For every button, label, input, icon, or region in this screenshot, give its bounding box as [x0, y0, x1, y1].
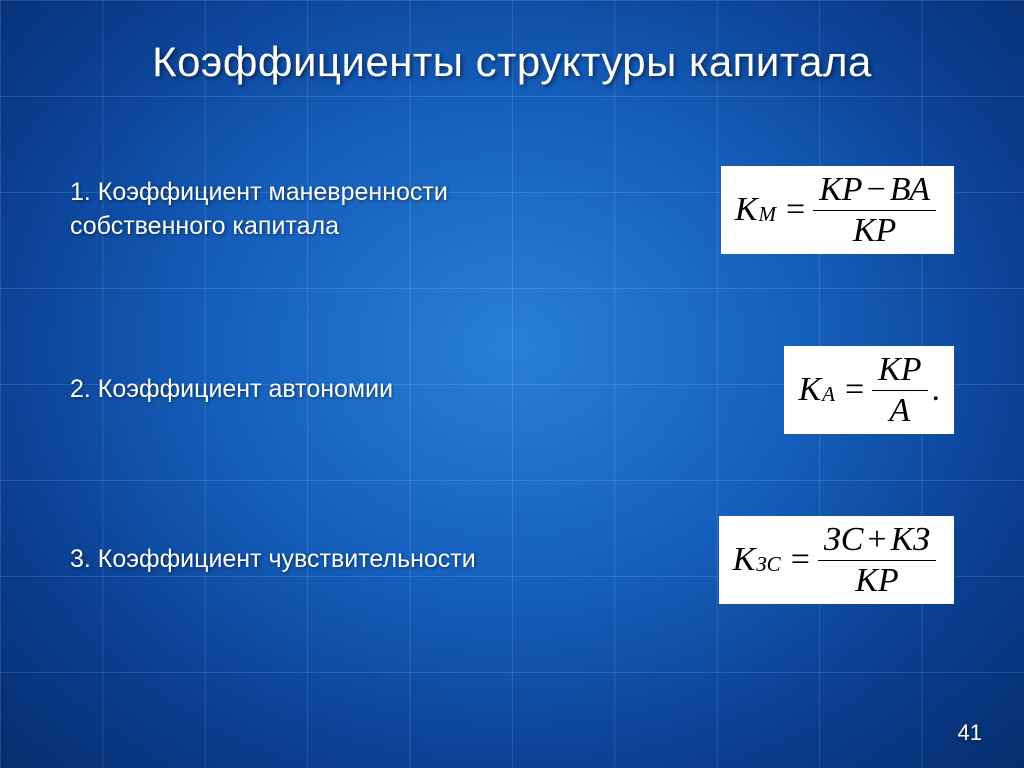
num-term: КЗ [891, 521, 930, 558]
item-row-3: 3. Коэффициент чувствительности КЗС = ЗС… [70, 516, 954, 604]
num-term: ВА [890, 171, 930, 208]
slide: Коэффициенты структуры капитала 1. Коэфф… [0, 0, 1024, 768]
formula-1-fraction: КР−ВА КР [813, 172, 936, 248]
formula-1-lhs: К [735, 191, 758, 229]
formula-2-denominator: А [883, 393, 916, 429]
formula-3: КЗС = ЗС+КЗ КР [719, 516, 954, 604]
formula-2-lhs: К [798, 371, 821, 409]
item-label-2: 2. Коэффициент автономии [70, 373, 393, 407]
formula-2-trailing: . [932, 371, 941, 409]
item-row-2: 2. Коэффициент автономии КА = КР А . [70, 346, 954, 434]
equals-sign: = [786, 191, 805, 229]
num-op: − [867, 171, 886, 208]
fraction-bar [818, 560, 936, 561]
formula-3-numerator: ЗС+КЗ [818, 522, 936, 558]
content-area: 1. Коэффициент маневренности собственног… [70, 146, 954, 686]
num-op: + [867, 521, 886, 558]
page-number: 41 [958, 720, 982, 746]
formula-3-fraction: ЗС+КЗ КР [818, 522, 936, 598]
formula-3-denominator: КР [849, 563, 904, 599]
item-label-1: 1. Коэффициент маневренности собственног… [70, 176, 550, 244]
formula-1-sub: М [758, 202, 776, 227]
fraction-bar [813, 210, 936, 211]
equals-sign: = [791, 541, 810, 579]
equals-sign: = [845, 371, 864, 409]
item-label-3: 3. Коэффициент чувствительности [70, 543, 476, 577]
formula-1-numerator: КР−ВА [813, 172, 936, 208]
formula-3-lhs: К [733, 541, 756, 579]
formula-1-denominator: КР [847, 213, 902, 249]
formula-1: КМ = КР−ВА КР [721, 166, 954, 254]
formula-2-sub: А [822, 382, 835, 407]
formula-2-numerator: КР [872, 352, 927, 388]
fraction-bar [872, 390, 927, 391]
item-row-1: 1. Коэффициент маневренности собственног… [70, 166, 954, 254]
formula-2: КА = КР А . [784, 346, 954, 434]
slide-title: Коэффициенты структуры капитала [70, 38, 954, 86]
num-term: ЗС [824, 521, 864, 558]
num-term: КР [878, 351, 921, 388]
num-term: КР [819, 171, 862, 208]
formula-2-fraction: КР А [872, 352, 927, 428]
formula-3-sub: ЗС [756, 552, 781, 577]
